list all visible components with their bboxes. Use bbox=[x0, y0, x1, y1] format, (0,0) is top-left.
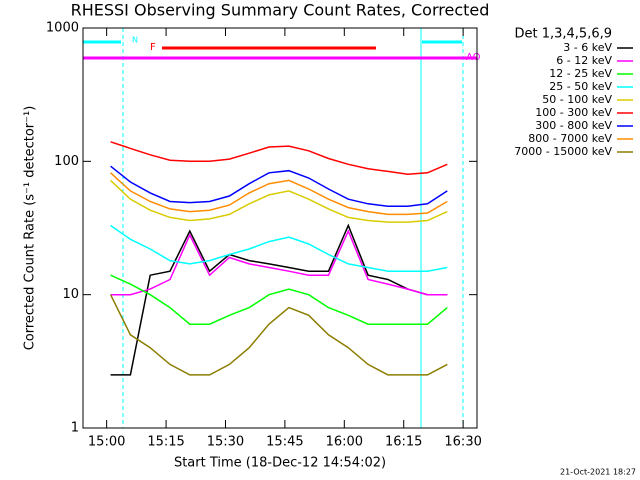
y-tick-label: 1 bbox=[71, 421, 79, 436]
x-tick-label: 16:00 bbox=[326, 435, 363, 450]
night-label: N bbox=[132, 36, 138, 45]
series-line bbox=[109, 294, 448, 376]
y-tick-label: 10 bbox=[62, 287, 79, 302]
footer: 21-Oct-2021 18:27 bbox=[560, 468, 636, 477]
series-line bbox=[110, 229, 448, 296]
legend-label: 300 - 800 keV bbox=[535, 119, 612, 132]
y-axis-label: Corrected Count Rate (s⁻¹ detector⁻¹) bbox=[23, 106, 38, 351]
attenuator-label: AO bbox=[466, 52, 481, 63]
y-tick-label: 100 bbox=[54, 154, 79, 169]
annotations: N F AO bbox=[83, 28, 481, 428]
y-tick-label: 1000 bbox=[46, 21, 79, 36]
legend-label: 7000 - 15000 keV bbox=[514, 145, 612, 158]
legend-label: 25 - 50 keV bbox=[549, 80, 612, 93]
legend-label: 12 - 25 keV bbox=[549, 67, 612, 80]
x-tick-label: 16:15 bbox=[385, 435, 422, 450]
legend-label: 50 - 100 keV bbox=[542, 93, 612, 106]
series-line bbox=[110, 141, 448, 176]
legend-label: 6 - 12 keV bbox=[556, 54, 612, 67]
legend-label: 800 - 7000 keV bbox=[528, 132, 612, 145]
series-line bbox=[110, 172, 448, 216]
series-line bbox=[110, 179, 448, 223]
legend-label: 100 - 300 keV bbox=[535, 106, 612, 119]
x-tick-label: 16:30 bbox=[444, 435, 481, 450]
series-line bbox=[110, 165, 448, 208]
x-axis-label: Start Time (18-Dec-12 14:54:02) bbox=[174, 456, 386, 471]
x-tick-label: 15:45 bbox=[266, 435, 303, 450]
flare-label: F bbox=[150, 42, 156, 53]
series-line bbox=[110, 274, 448, 325]
legend-label: 3 - 6 keV bbox=[563, 41, 612, 54]
x-tick-label: 15:15 bbox=[147, 435, 184, 450]
chart-title: RHESSI Observing Summary Count Rates, Co… bbox=[71, 1, 490, 20]
series-line bbox=[110, 223, 448, 376]
plot-frame bbox=[82, 27, 478, 429]
x-tick-label: 15:30 bbox=[207, 435, 244, 450]
x-tick-label: 15:00 bbox=[88, 435, 125, 450]
series-line bbox=[110, 224, 448, 272]
legend-title: Det 1,3,4,5,6,9 bbox=[514, 27, 612, 42]
